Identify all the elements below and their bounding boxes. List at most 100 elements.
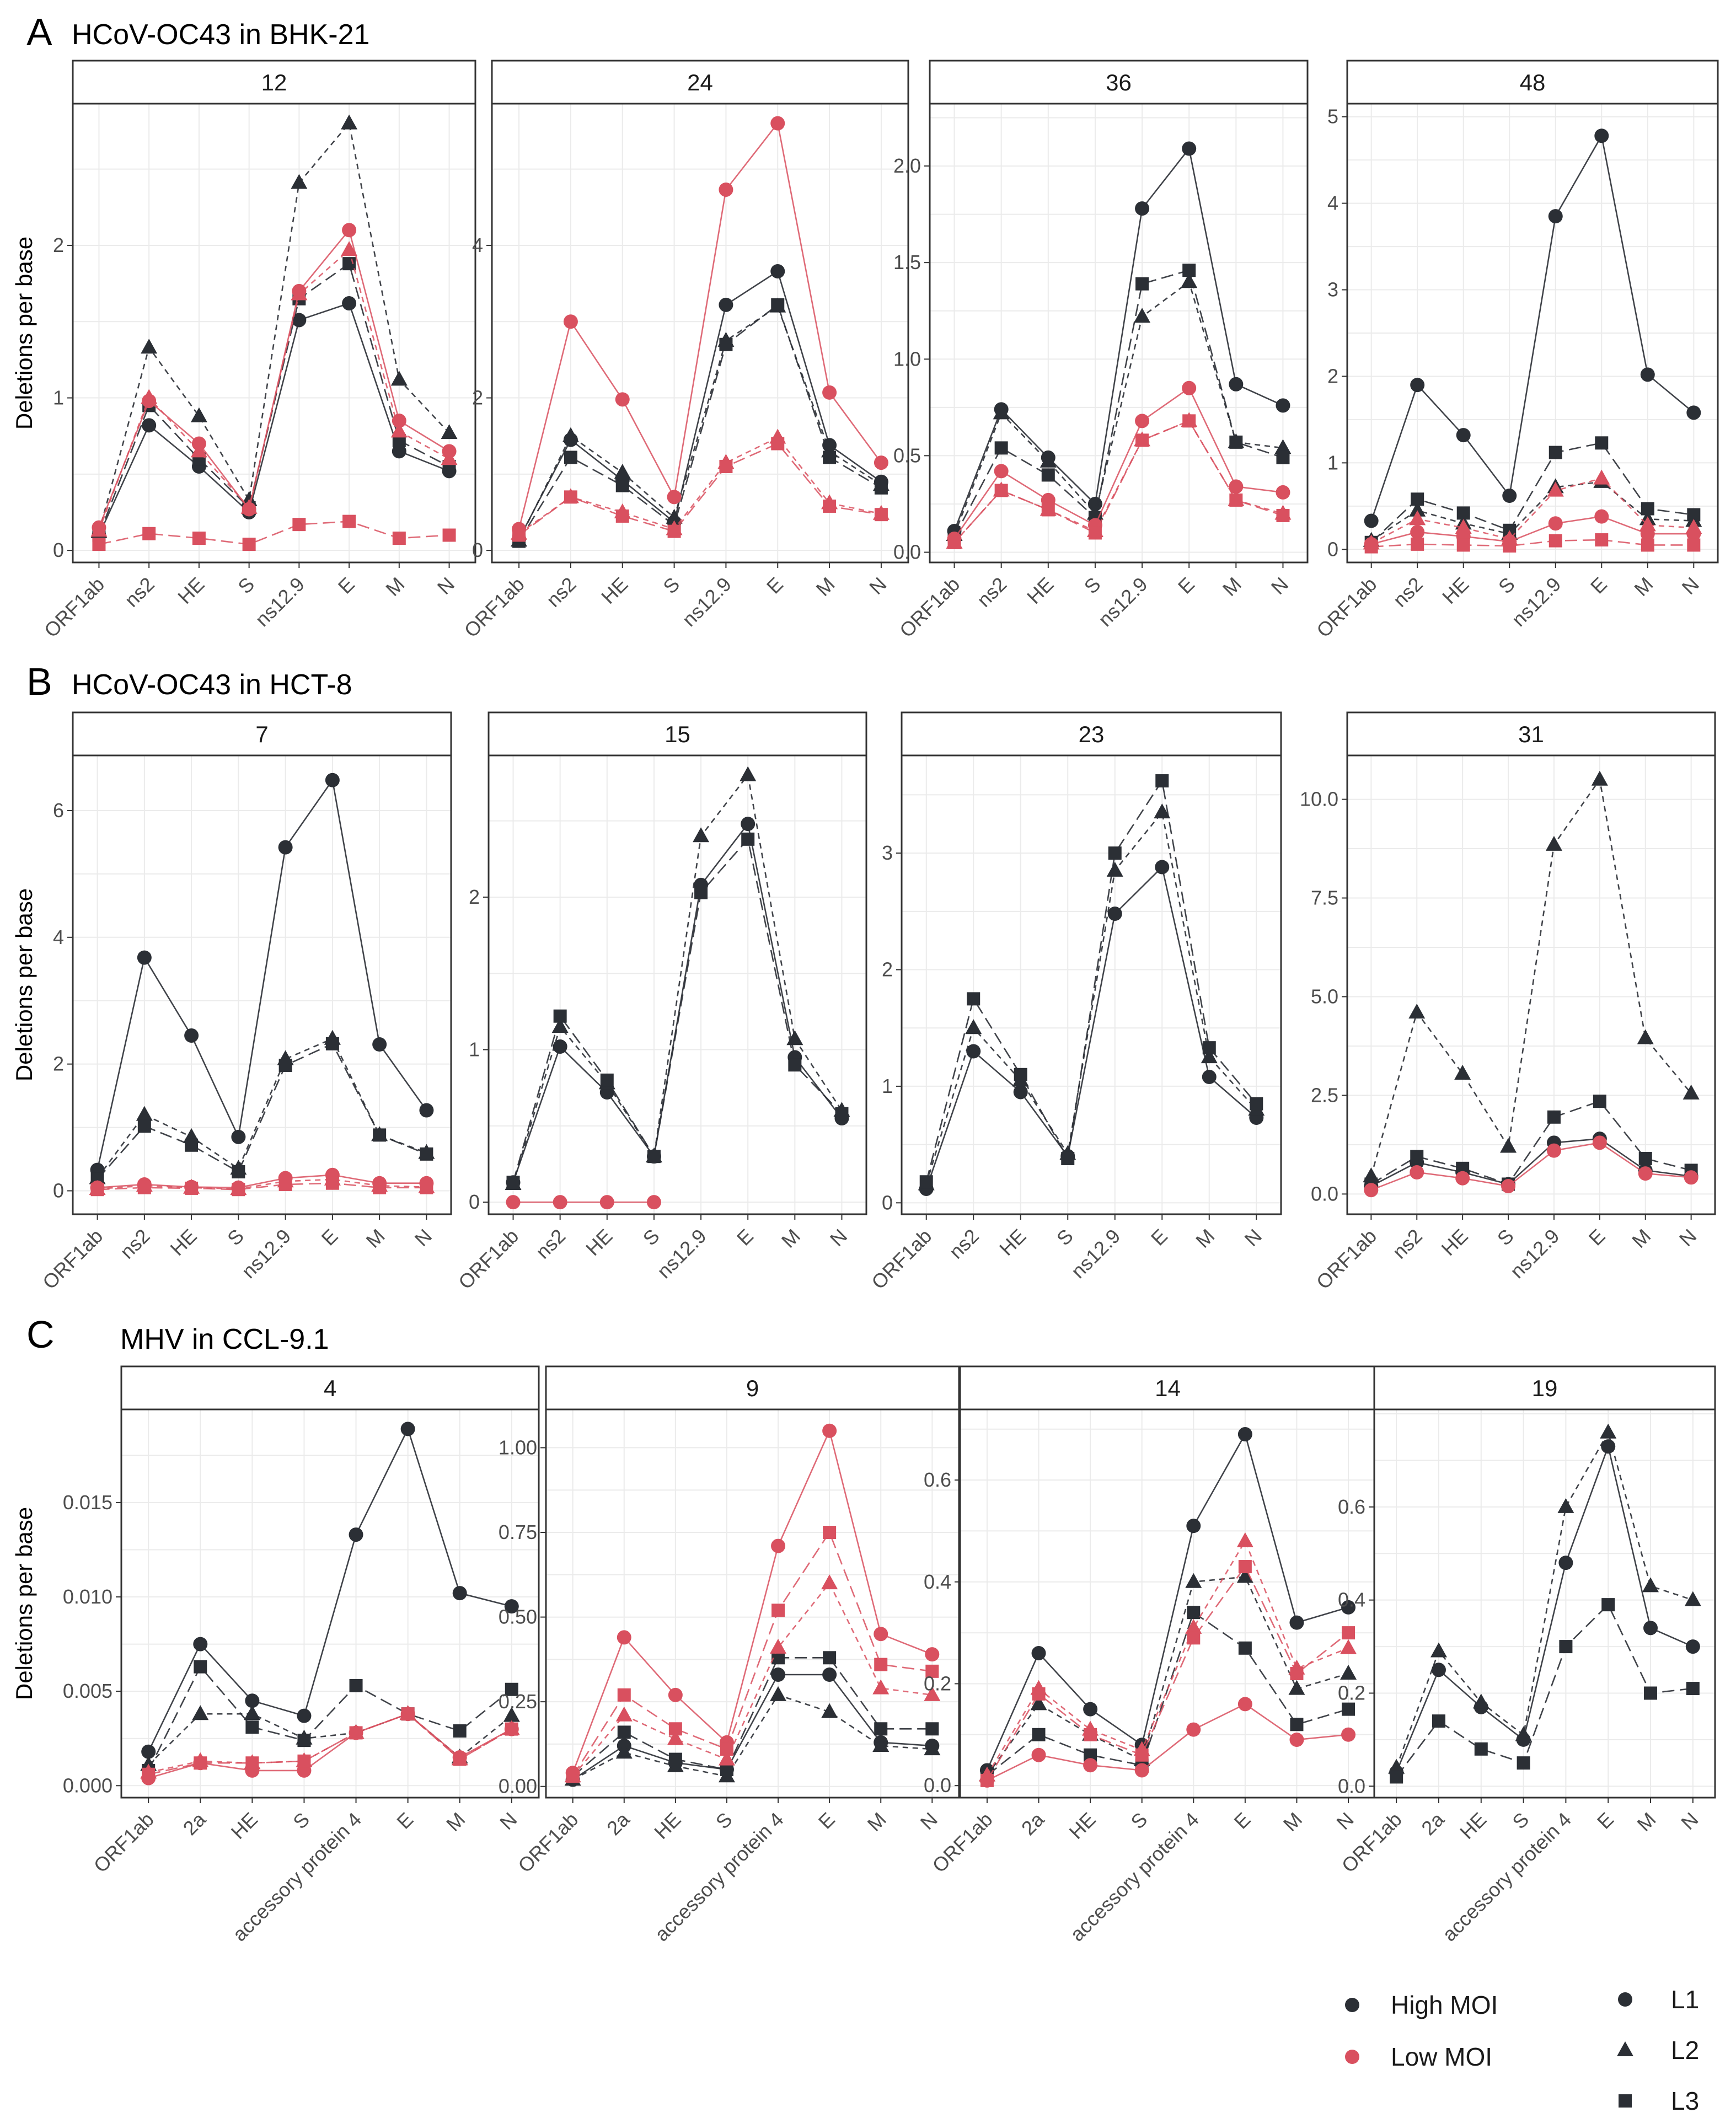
data-point <box>1182 380 1197 395</box>
data-point <box>349 1726 363 1740</box>
data-point <box>1238 1641 1252 1655</box>
x-tick-label: S <box>1126 1808 1151 1833</box>
x-tick-label: ns12.9 <box>237 1225 295 1283</box>
plot-area <box>1347 755 1715 1214</box>
data-point <box>240 498 258 514</box>
legend-label: Low MOI <box>1391 2042 1492 2071</box>
x-tick-label: E <box>1593 1808 1618 1833</box>
y-tick-label: 7.5 <box>1311 887 1338 909</box>
data-point <box>1134 308 1151 323</box>
series-low-moi-l2 <box>90 241 458 537</box>
data-point <box>141 1744 156 1759</box>
x-tick-label: HE <box>581 1225 617 1260</box>
series-line <box>99 521 449 545</box>
data-point <box>1591 770 1608 786</box>
x-tick-label: ns2 <box>972 573 1011 612</box>
data-point <box>1641 538 1654 552</box>
data-point <box>373 1128 387 1142</box>
legend-label: High MOI <box>1391 1991 1498 2019</box>
y-tick-label: 1 <box>469 1038 480 1061</box>
data-point <box>1014 1068 1027 1081</box>
y-axis-title: Deletions per base <box>11 237 37 430</box>
data-point <box>822 1423 837 1438</box>
data-point <box>392 444 406 459</box>
y-tick-label: 2 <box>1327 364 1338 387</box>
data-point <box>1040 452 1057 468</box>
data-point <box>1593 469 1610 485</box>
data-point <box>1594 509 1609 524</box>
x-tick-label: ns12.9 <box>1507 573 1565 631</box>
data-point <box>668 1752 682 1766</box>
data-point <box>297 1754 311 1768</box>
data-point <box>925 1664 939 1678</box>
gridlines <box>1347 755 1715 1214</box>
data-point <box>615 1744 633 1759</box>
y-tick-label: 0 <box>469 1191 480 1213</box>
strip-label: 24 <box>687 69 713 95</box>
data-point <box>562 427 579 442</box>
data-point <box>1237 1697 1252 1712</box>
series-line <box>572 1674 933 1781</box>
series-line <box>1370 133 1695 521</box>
x-tick-label: ORF1ab <box>460 573 529 642</box>
data-point <box>1106 861 1123 877</box>
data-point <box>194 1660 207 1674</box>
data-point <box>1390 1770 1403 1784</box>
row-title: HCoV-OC43 in BHK-21 <box>72 19 369 51</box>
data-point <box>947 535 961 549</box>
series-low-moi-l3 <box>142 1707 518 1781</box>
y-tick-label: 3 <box>882 841 893 864</box>
x-tick-label: ORF1ab <box>895 573 964 642</box>
data-point <box>1430 1642 1447 1658</box>
data-point <box>341 114 358 130</box>
strip-label: 23 <box>1079 721 1105 747</box>
series-high-moi-l2 <box>1363 770 1700 1183</box>
data-point <box>1237 1427 1252 1441</box>
data-point <box>452 1586 467 1601</box>
data-point <box>190 407 207 422</box>
y-tick-label: 2 <box>882 958 893 981</box>
x-tick-label: N <box>433 573 459 599</box>
series-low-moi-l3 <box>512 437 888 542</box>
y-tick-label: 2 <box>472 387 483 409</box>
x-tick-label: ORF1ab <box>867 1225 936 1294</box>
series-line <box>953 387 1283 539</box>
panel-border <box>72 754 452 1215</box>
data-point <box>667 1730 684 1745</box>
data-point <box>1155 774 1169 788</box>
x-tick-label: M <box>1627 1225 1655 1252</box>
x-tick-label: N <box>1267 573 1293 599</box>
data-point <box>1134 1763 1149 1778</box>
data-point <box>1408 1004 1426 1019</box>
data-point <box>1288 1680 1305 1695</box>
data-point <box>400 1422 415 1436</box>
data-point <box>185 1181 199 1195</box>
x-tick-label: S <box>223 1225 248 1250</box>
data-point <box>292 518 306 532</box>
data-point <box>694 886 708 899</box>
strip-label: 9 <box>746 1375 759 1401</box>
data-point <box>719 297 733 312</box>
y-tick-label: 0 <box>882 1191 893 1214</box>
data-point <box>1686 1682 1700 1696</box>
panel-border <box>120 1408 540 1799</box>
x-tick-label: 2a <box>179 1808 211 1840</box>
data-point <box>505 1722 518 1736</box>
data-point <box>1549 534 1562 548</box>
data-point <box>553 1195 567 1210</box>
y-tick-label: 2 <box>53 1053 64 1075</box>
x-tick-label: HE <box>1438 573 1473 608</box>
data-point <box>617 1630 631 1645</box>
data-point <box>392 414 406 428</box>
data-point <box>1686 405 1701 420</box>
strip-label: 4 <box>324 1375 336 1401</box>
data-point <box>1503 539 1517 553</box>
data-point <box>278 840 293 855</box>
y-tick-label: 0.6 <box>1338 1495 1365 1518</box>
data-point <box>1088 526 1102 540</box>
x-tick-label: E <box>762 573 787 598</box>
